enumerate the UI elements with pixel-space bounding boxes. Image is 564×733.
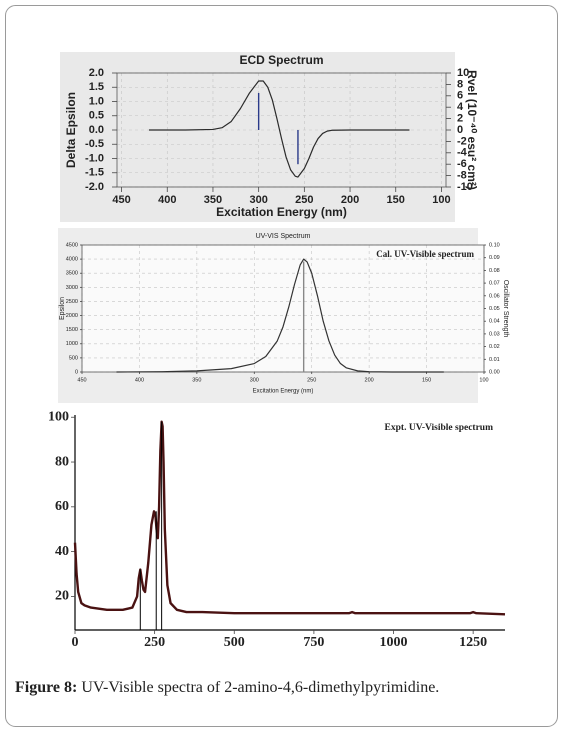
- y2-tick-label: 0.09: [489, 255, 500, 261]
- caption-label: Figure 8:: [15, 679, 77, 696]
- curve: [116, 258, 444, 373]
- y-tick-label: 20: [55, 589, 69, 604]
- y-tick-label: 0.0: [89, 124, 104, 136]
- y-axis-label: Delta Epsilon: [64, 92, 78, 168]
- y-tick-label: 1000: [66, 341, 78, 347]
- x-tick-label: 350: [192, 377, 201, 383]
- y2-tick-label: -10: [457, 181, 473, 193]
- x-axis-label: Excitation Energy (nm): [253, 389, 314, 395]
- y2-tick-label: 4: [457, 101, 464, 113]
- y2-tick-label: 0.00: [489, 369, 500, 375]
- x-tick-label: 250: [307, 377, 316, 383]
- y-tick-label: 2000: [66, 313, 78, 319]
- y-tick-label: 4000: [66, 257, 78, 263]
- y2-tick-label: 0.03: [489, 331, 500, 337]
- y2-tick-label: 0.04: [489, 319, 500, 325]
- x-axis-label: Excitation Energy (nm): [216, 205, 347, 219]
- x-tick-label: 150: [387, 194, 405, 206]
- y2-tick-label: 0.10: [489, 242, 500, 248]
- x-tick-label: 750: [303, 635, 324, 650]
- x-tick-label: 450: [77, 377, 86, 383]
- x-tick-label: 100: [432, 194, 450, 206]
- chart-title: UV-VIS Spectrum: [256, 233, 311, 240]
- annotation: Expt. UV-Visible spectrum: [385, 423, 494, 433]
- caption-text: UV-Visible spectra of 2-amino-4,6-dimeth…: [81, 679, 439, 696]
- y-tick-label: 2500: [66, 299, 78, 305]
- uv-plot-area: [82, 245, 484, 372]
- x-tick-label: 250: [295, 194, 313, 206]
- x-tick-label: 0: [72, 635, 79, 650]
- y2-tick-label: 0.02: [489, 344, 500, 350]
- y2-tick-label: 6: [457, 90, 463, 102]
- y-tick-label: 0: [75, 369, 78, 375]
- x-tick-label: 350: [204, 194, 222, 206]
- y-tick-label: 80: [55, 454, 69, 469]
- y-tick-label: 3000: [66, 285, 78, 291]
- y-tick-label: -1.0: [85, 152, 104, 164]
- y-tick-label: 4500: [66, 242, 78, 248]
- y2-tick-label: 0.06: [489, 293, 500, 299]
- y2-tick-label: 0: [457, 124, 463, 136]
- y2-tick-label: -2: [457, 135, 467, 147]
- y-axis-label: Epsilon: [59, 297, 66, 320]
- x-tick-label: 1000: [380, 635, 408, 650]
- chart-title: ECD Spectrum: [239, 53, 323, 67]
- x-tick-label: 300: [250, 377, 259, 383]
- x-tick-label: 200: [365, 377, 374, 383]
- y-tick-label: 1.0: [89, 95, 104, 107]
- y2-axis-label: Oscillator Strength: [502, 280, 509, 338]
- y2-tick-label: 0.07: [489, 281, 500, 287]
- y2-tick-label: -6: [457, 158, 467, 170]
- x-tick-label: 250: [144, 635, 165, 650]
- x-tick-label: 150: [422, 377, 431, 383]
- y-tick-label: 60: [55, 499, 69, 514]
- y-tick-label: -2.0: [85, 181, 104, 193]
- x-tick-label: 400: [158, 194, 176, 206]
- y-tick-label: 0.5: [89, 110, 104, 122]
- x-tick-label: 300: [249, 194, 267, 206]
- x-tick-label: 200: [341, 194, 359, 206]
- y-tick-label: 3500: [66, 271, 78, 277]
- y2-tick-label: 8: [457, 78, 463, 90]
- x-tick-label: 400: [135, 377, 144, 383]
- y-tick-label: 1500: [66, 327, 78, 333]
- y2-tick-label: 2: [457, 113, 463, 125]
- curve: [73, 420, 506, 616]
- curve: [148, 80, 410, 178]
- y-tick-label: -1.5: [85, 167, 104, 179]
- y2-tick-label: 10: [457, 67, 469, 79]
- y-tick-label: -0.5: [85, 138, 104, 150]
- y-tick-label: 2.0: [89, 67, 104, 79]
- y-tick-label: 500: [69, 355, 78, 361]
- y-tick-label: 100: [48, 409, 69, 424]
- x-tick-label: 450: [112, 194, 130, 206]
- y2-tick-label: -4: [457, 147, 468, 159]
- y2-tick-label: 0.08: [489, 268, 500, 274]
- x-tick-label: 1250: [459, 635, 487, 650]
- y2-tick-label: 0.01: [489, 357, 500, 363]
- y-tick-label: 1.5: [89, 81, 104, 93]
- ecd-panel: [60, 52, 455, 222]
- annotation: Cal. UV-Visible spectrum: [376, 249, 474, 259]
- y2-tick-label: -8: [457, 170, 467, 182]
- y2-axis-label: Rvel (10⁻⁴⁰ esu² cm²): [465, 70, 479, 190]
- y2-tick-label: 0.05: [489, 306, 500, 312]
- y-tick-label: 40: [55, 544, 69, 559]
- x-tick-label: 500: [224, 635, 245, 650]
- x-tick-label: 100: [479, 377, 488, 383]
- caption: Figure 8: UV-Visible spectra of 2-amino-…: [15, 679, 439, 696]
